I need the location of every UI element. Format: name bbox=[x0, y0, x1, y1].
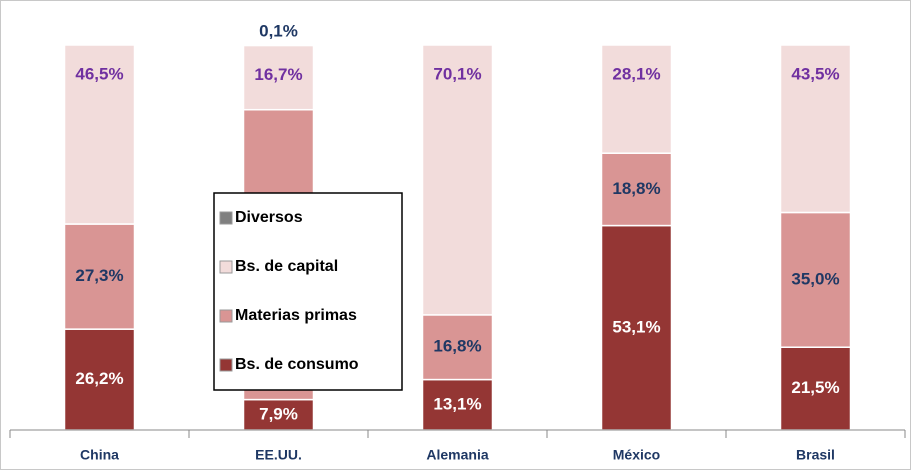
data-label: 28,1% bbox=[612, 64, 660, 83]
data-label: 7,9% bbox=[259, 404, 298, 423]
legend-label: Diversos bbox=[235, 209, 303, 226]
x-tick-label: China bbox=[80, 447, 119, 463]
legend-label: Materias primas bbox=[235, 307, 357, 324]
legend-swatch bbox=[219, 260, 233, 274]
data-label: 18,8% bbox=[612, 179, 660, 198]
data-label: 43,5% bbox=[791, 64, 839, 83]
bar-segment bbox=[63, 328, 136, 431]
x-tick-label: Alemania bbox=[426, 447, 488, 463]
data-label: 13,1% bbox=[433, 394, 481, 413]
legend-label: Bs. de capital bbox=[235, 258, 338, 275]
data-label: 0,1% bbox=[259, 21, 298, 40]
bar-segment bbox=[779, 211, 852, 348]
x-tick-label: Brasil bbox=[796, 447, 835, 463]
legend: Diversos Bs. de capital Materias primas Bs.… bbox=[213, 192, 403, 391]
bar-segment bbox=[242, 44, 315, 47]
bar-segment bbox=[421, 44, 494, 316]
data-label: 46,5% bbox=[75, 64, 123, 83]
bar-segment bbox=[779, 44, 852, 214]
legend-label: Bs. de consumo bbox=[235, 356, 359, 373]
legend-swatch bbox=[219, 211, 233, 225]
legend-swatch bbox=[219, 358, 233, 372]
bar-segment bbox=[421, 378, 494, 431]
bar-segment bbox=[421, 314, 494, 381]
data-label: 21,5% bbox=[791, 378, 839, 397]
bar-segment bbox=[63, 44, 136, 225]
data-label: 26,2% bbox=[75, 369, 123, 388]
data-label: 35,0% bbox=[791, 269, 839, 288]
bar-segment bbox=[779, 346, 852, 431]
bar-segment bbox=[600, 44, 673, 154]
x-tick-label: México bbox=[613, 447, 660, 463]
data-label: 16,8% bbox=[433, 337, 481, 356]
legend-swatch bbox=[219, 309, 233, 323]
legend-box bbox=[213, 192, 403, 391]
data-label: 70,1% bbox=[433, 64, 481, 83]
x-tick-label: EE.UU. bbox=[255, 447, 302, 463]
bar-segment bbox=[600, 152, 673, 227]
data-label: 27,3% bbox=[75, 266, 123, 285]
data-label: 53,1% bbox=[612, 317, 660, 336]
data-label: 16,7% bbox=[254, 65, 302, 84]
bar-segment bbox=[242, 44, 315, 111]
